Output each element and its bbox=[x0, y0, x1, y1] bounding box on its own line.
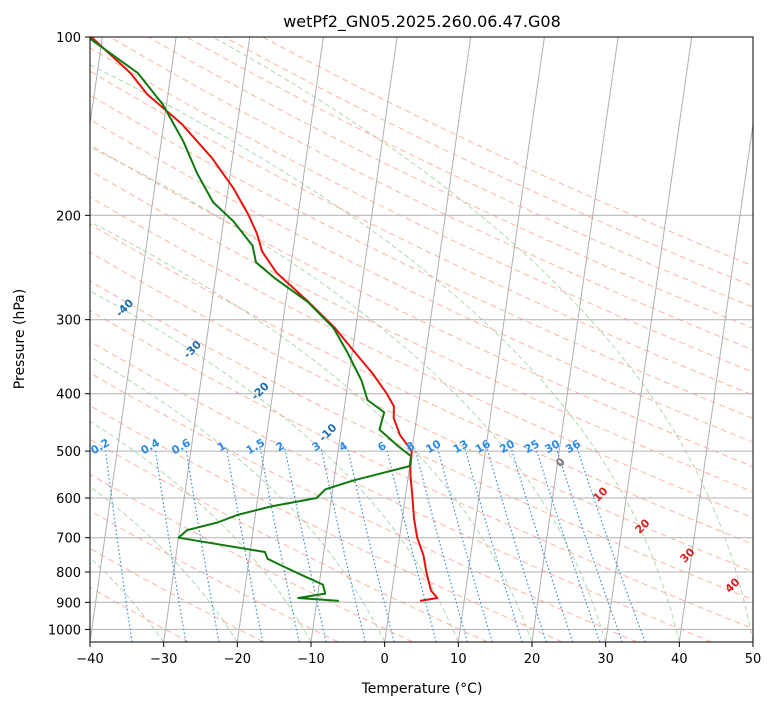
dry-adiabat-label: -60 bbox=[0, 213, 1, 236]
mixing-ratio-line bbox=[465, 449, 522, 643]
dry-adiabat-line bbox=[0, 37, 775, 642]
mixing-ratio-line bbox=[577, 449, 645, 643]
mixing-ratio-line bbox=[105, 449, 132, 643]
dry-adiabat-line bbox=[0, 37, 775, 642]
mixing-ratio-label: 20 bbox=[497, 437, 517, 456]
mixing-ratio-label: 13 bbox=[451, 437, 471, 456]
mixing-ratio-label: 4 bbox=[337, 439, 350, 454]
x-tick-label: 10 bbox=[450, 652, 467, 667]
mixing-ratio-label: 36 bbox=[563, 437, 583, 456]
mixing-ratio-label: 25 bbox=[522, 437, 542, 456]
mixing-ratio-label: 2 bbox=[274, 439, 287, 454]
moist-adiabat-line bbox=[32, 37, 679, 642]
x-tick-label: −20 bbox=[224, 652, 251, 667]
x-tick-label: 20 bbox=[524, 652, 541, 667]
mixing-ratio-line bbox=[557, 449, 623, 643]
isotherm-gridline bbox=[532, 37, 618, 642]
dry-adiabat-line bbox=[0, 37, 488, 642]
mixing-ratio-line bbox=[285, 449, 326, 643]
dry-adiabat-label: -50 bbox=[45, 255, 68, 278]
x-axis-label: Temperature (°C) bbox=[361, 681, 483, 697]
dry-adiabat-line bbox=[110, 37, 775, 642]
dry-adiabat-line bbox=[0, 37, 562, 642]
moist-adiabat-line bbox=[213, 37, 753, 642]
dry-adiabat-line bbox=[0, 37, 775, 642]
moist-adiabat-line bbox=[0, 37, 237, 642]
isotherm-gridline bbox=[606, 37, 692, 642]
mixing-ratio-label: 1 bbox=[215, 439, 228, 454]
mixing-ratio-line bbox=[227, 449, 263, 643]
mixing-ratio-label: 0.2 bbox=[88, 436, 111, 457]
moist-adiabat-label: 10 bbox=[591, 484, 611, 504]
isotherm-gridline bbox=[16, 37, 102, 642]
dry-adiabat-line bbox=[0, 37, 775, 642]
dry-adiabat-line bbox=[148, 37, 775, 642]
dry-adiabat-label: -40 bbox=[113, 296, 136, 319]
dry-adiabat-line bbox=[0, 37, 338, 642]
isotherm-gridline bbox=[753, 37, 775, 642]
y-tick-label: 400 bbox=[56, 388, 81, 403]
chart-title: wetPf2_GN05.2025.260.06.47.G08 bbox=[283, 12, 561, 32]
dry-adiabat-label: -20 bbox=[249, 379, 272, 402]
mixing-ratio-label: 16 bbox=[473, 437, 493, 456]
dry-adiabat-line bbox=[0, 37, 775, 642]
dry-adiabat-line bbox=[0, 37, 775, 642]
isotherm-gridline bbox=[385, 37, 471, 642]
x-tick-label: 0 bbox=[381, 652, 389, 667]
dry-adiabat-line bbox=[0, 37, 775, 642]
mixing-ratio-label: 0.4 bbox=[138, 436, 162, 457]
mixing-ratio-line bbox=[438, 449, 493, 643]
x-tick-label: −30 bbox=[150, 652, 177, 667]
dry-adiabat-label: -10 bbox=[316, 421, 339, 444]
y-tick-label: 1000 bbox=[48, 623, 81, 638]
mixing-ratio-label: 0.6 bbox=[169, 436, 193, 457]
isotherm-gridline bbox=[311, 37, 397, 642]
dry-adiabat-line bbox=[34, 37, 775, 642]
moist-adiabat-label: 30 bbox=[678, 545, 698, 565]
mixing-ratio-line bbox=[415, 449, 468, 643]
moist-adiabat-line bbox=[0, 37, 532, 642]
mixing-ratio-label: 10 bbox=[423, 437, 443, 456]
mixing-ratio-line bbox=[511, 449, 573, 643]
dry-adiabat-line bbox=[0, 37, 775, 642]
x-tick-label: 50 bbox=[745, 652, 762, 667]
dry-adiabat-line bbox=[0, 37, 264, 642]
mixing-ratio-line bbox=[348, 449, 395, 643]
x-tick-label: 30 bbox=[597, 652, 614, 667]
y-axis-label: Pressure (hPa) bbox=[12, 289, 28, 389]
y-tick-label: 700 bbox=[56, 532, 81, 547]
mixing-ratio-label: 30 bbox=[542, 437, 562, 456]
x-tick-label: −40 bbox=[76, 652, 103, 667]
y-tick-label: 100 bbox=[56, 31, 81, 46]
y-tick-label: 800 bbox=[56, 566, 81, 581]
isotherm-gridline bbox=[458, 37, 544, 642]
y-tick-label: 200 bbox=[56, 209, 81, 224]
dry-adiabat-line bbox=[0, 37, 775, 642]
mixing-ratio-line bbox=[186, 449, 219, 643]
moist-adiabat-label: 40 bbox=[723, 575, 743, 595]
dry-adiabat-label: -30 bbox=[181, 338, 204, 361]
y-tick-label: 600 bbox=[56, 492, 81, 507]
dry-adiabat-line bbox=[72, 37, 775, 642]
x-tick-label: −10 bbox=[297, 652, 324, 667]
moist-adiabat-label: 0 bbox=[553, 455, 568, 470]
y-tick-label: 300 bbox=[56, 314, 81, 329]
mixing-ratio-label: 3 bbox=[310, 439, 323, 454]
y-tick-label: 500 bbox=[56, 445, 81, 460]
x-tick-label: 40 bbox=[671, 652, 688, 667]
y-tick-label: 900 bbox=[56, 596, 81, 611]
